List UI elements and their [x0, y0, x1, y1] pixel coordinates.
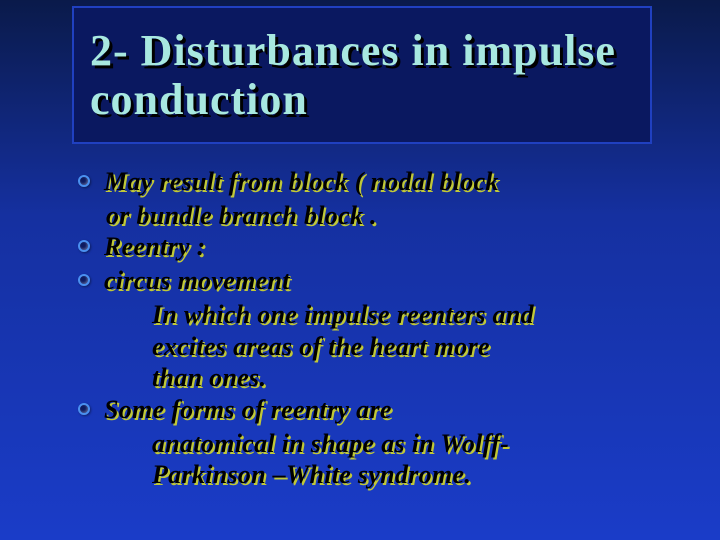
bullet-text: Some forms of reentry are — [104, 394, 392, 426]
bullet-continuation: than ones. — [152, 362, 678, 394]
title-box: 2- Disturbances in impulse conduction — [72, 6, 652, 144]
list-item: Reentry : — [78, 231, 678, 263]
bullet-continuation: excites areas of the heart more — [152, 331, 678, 363]
bullet-icon — [78, 175, 90, 187]
slide-title: 2- Disturbances in impulse conduction — [90, 26, 634, 125]
bullet-text: May result from block ( nodal block — [104, 166, 499, 198]
bullet-icon — [78, 403, 90, 415]
bullet-icon — [78, 240, 90, 252]
list-item: Some forms of reentry are — [78, 394, 678, 426]
bullet-icon — [78, 274, 90, 286]
bullet-text: circus movement — [104, 265, 290, 297]
bullet-continuation: anatomical in shape as in Wolff- — [152, 428, 678, 460]
bullet-continuation: Parkinson –White syndrome. — [152, 459, 678, 491]
bullet-continuation: In which one impulse reenters and — [152, 299, 678, 331]
bullet-list: May result from block ( nodal block or b… — [78, 166, 678, 491]
bullet-continuation: or bundle branch block . — [106, 200, 678, 232]
bullet-text: Reentry : — [104, 231, 206, 263]
list-item: May result from block ( nodal block — [78, 166, 678, 198]
list-item: circus movement — [78, 265, 678, 297]
